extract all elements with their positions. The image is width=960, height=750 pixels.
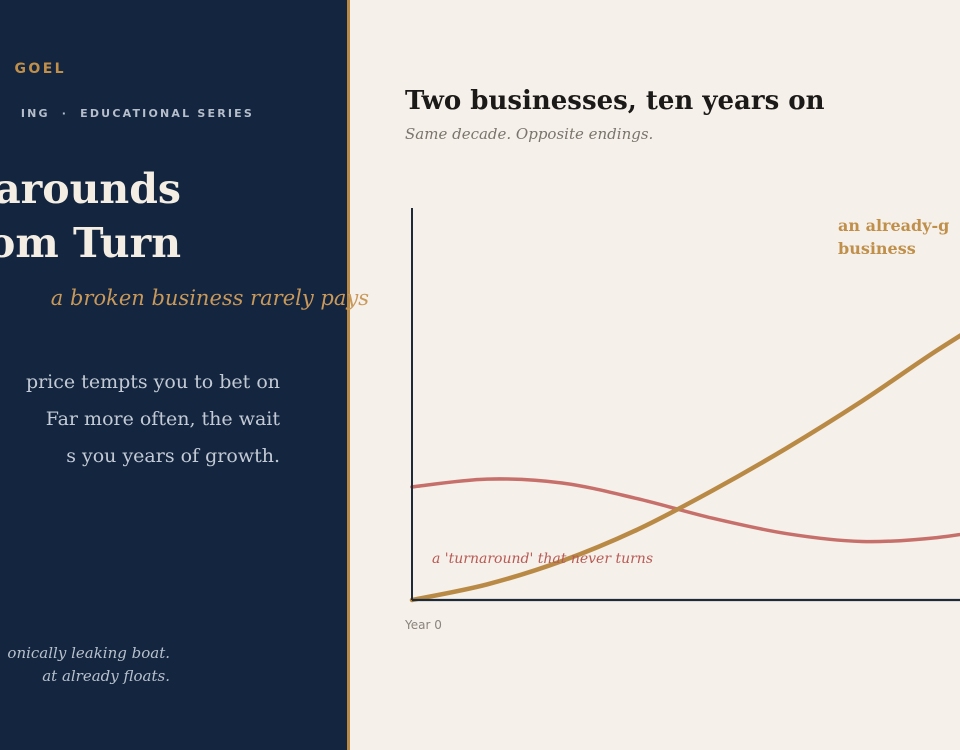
body-line-2: Far more often, the wait (45, 408, 280, 430)
intro-body: price tempts you to bet on Far more ofte… (0, 364, 280, 475)
compounder-series-label: an already-g business (838, 214, 960, 260)
brand-name: GOEL (14, 61, 66, 77)
page-tagline: a broken business rarely pays (50, 286, 369, 310)
turnaround-line (410, 477, 960, 544)
series-name: EDUCATIONAL SERIES (80, 107, 254, 120)
compounder-line (409, 333, 960, 603)
series-separator: · (61, 107, 69, 120)
headline-line-2: om Turn (0, 219, 181, 267)
compounder-label-line-1: an already-g (838, 216, 950, 235)
chart-title: Two businesses, ten years on (405, 86, 825, 116)
body-line-3: s you years of growth. (66, 445, 280, 467)
intro-panel: GOEL ING · EDUCATIONAL SERIES arounds om T… (0, 0, 347, 750)
quote-line-2: at already floats. (42, 667, 170, 685)
line-chart (409, 208, 960, 603)
x-tick-label-year-0: Year 0 (405, 618, 442, 632)
turnaround-series-label: a 'turnaround' that never turns (432, 551, 653, 567)
chart-subtitle: Same decade. Opposite endings. (405, 125, 654, 143)
accent-divider (347, 0, 350, 750)
closing-quote: onically leaking boat. at already floats… (7, 642, 170, 688)
page-headline: arounds om Turn (0, 162, 181, 270)
compounder-label-line-2: business (838, 239, 916, 258)
series-line: ING · EDUCATIONAL SERIES (21, 107, 254, 120)
series-category: ING (20, 107, 50, 120)
quote-line-1: onically leaking boat. (7, 644, 170, 662)
chart-panel: Two businesses, ten years on Same decade… (350, 0, 960, 750)
headline-line-1: arounds (0, 165, 181, 213)
body-line-1: price tempts you to bet on (25, 371, 280, 393)
